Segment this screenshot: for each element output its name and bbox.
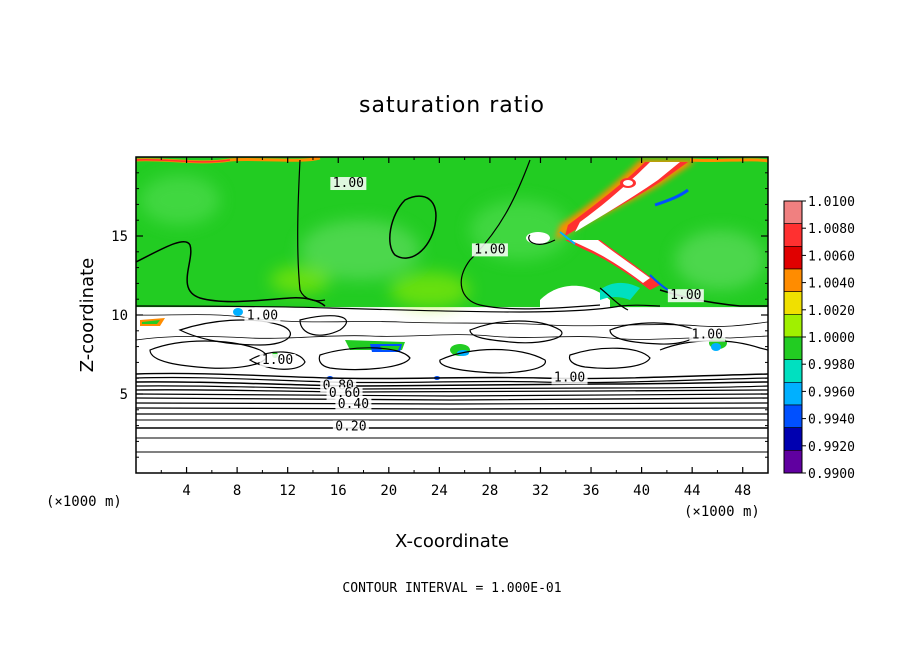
colorbar-band xyxy=(783,223,803,247)
colorbar-band xyxy=(783,314,803,338)
x-tick-label: 4 xyxy=(182,483,190,499)
x-tick-label: 28 xyxy=(481,483,498,499)
contour-label: 1.00 xyxy=(554,370,585,385)
colorbar-band xyxy=(783,246,803,270)
colorbar-label: 1.0000 xyxy=(808,331,855,346)
contour-label: 1.00 xyxy=(247,309,278,324)
x-tick-label: 20 xyxy=(380,483,397,499)
colorbar-band xyxy=(783,359,803,383)
x-tick-label: 32 xyxy=(532,483,549,499)
colorbar-label: 0.9920 xyxy=(808,440,855,455)
contour-label: 1.00 xyxy=(692,328,723,343)
contour-label-bg xyxy=(244,309,281,323)
x-tick-label: 36 xyxy=(583,483,600,499)
colorbar-label: 1.0040 xyxy=(808,277,855,292)
contour-label-bg xyxy=(471,243,508,257)
colorbar-label: 1.0060 xyxy=(808,249,855,264)
colorbar-band xyxy=(783,200,803,224)
contour-label-bg xyxy=(667,289,704,303)
x-unit-label: (×1000 m) xyxy=(684,504,760,520)
colorbar-band xyxy=(783,404,803,428)
colorbar: 1.0100 1.0080 1.0060 1.0040 1.0020 1.0000 0.99… xyxy=(783,195,855,482)
colorbar-label: 0.9900 xyxy=(808,467,855,482)
x-tick-label: 40 xyxy=(633,483,650,499)
y-tick-label: 15 xyxy=(111,229,128,245)
contour-label-bg xyxy=(335,398,372,412)
colorbar-band xyxy=(783,291,803,315)
contour-label: 0.40 xyxy=(338,397,369,412)
y-tick-label: 10 xyxy=(111,308,128,324)
contour-label: 0.60 xyxy=(329,386,360,401)
plot-area: 1.001.001.001.001.001.001.000.800.600.40… xyxy=(136,157,768,473)
contour-labels: 1.001.001.001.001.001.001.000.800.600.40… xyxy=(244,176,726,434)
contour-label-bg xyxy=(326,387,363,401)
supersaturated-streak xyxy=(555,160,695,300)
x-tick-label: 44 xyxy=(684,483,701,499)
contour-label-bg xyxy=(332,420,369,434)
dry-notch-right xyxy=(540,285,610,310)
contour-label-bg xyxy=(259,353,296,367)
x-tick-label: 16 xyxy=(330,483,347,499)
colorbar-band xyxy=(783,268,803,292)
z-unit-label: (×1000 m) xyxy=(46,494,122,510)
contour-lines xyxy=(136,159,768,453)
dry-patch xyxy=(526,232,550,244)
colorbar-band xyxy=(783,450,803,474)
colorbar-band xyxy=(783,336,803,360)
x-tick-label: 48 xyxy=(734,483,751,499)
x-tick-label: 8 xyxy=(233,483,241,499)
colorbar-label: 1.0080 xyxy=(808,222,855,237)
colorbar-label: 0.9980 xyxy=(808,358,855,373)
contour-label: 1.00 xyxy=(333,176,364,191)
chart-title: saturation ratio xyxy=(359,93,545,118)
x-tick-label: 24 xyxy=(431,483,448,499)
y-axis-label: Z-coordinate xyxy=(77,258,98,373)
contour-label: 0.20 xyxy=(335,419,366,434)
contour-label: 1.00 xyxy=(474,242,505,257)
colorbar-label: 1.0100 xyxy=(808,195,855,210)
contour-interval-note: CONTOUR INTERVAL = 1.000E-01 xyxy=(342,581,561,596)
x-axis-ticks: 4 8 12 16 20 24 28 32 36 40 44 48 xyxy=(160,157,751,499)
contour-label: 1.00 xyxy=(262,353,293,368)
contour-label-bg xyxy=(330,177,367,191)
contour-label: 1.00 xyxy=(670,288,701,303)
y-tick-label: 5 xyxy=(120,387,128,403)
contour-label-bg xyxy=(689,328,726,342)
x-tick-label: 12 xyxy=(279,483,296,499)
contour-label-bg xyxy=(551,371,588,385)
colorbar-band xyxy=(783,382,803,406)
colorbar-label: 0.9960 xyxy=(808,385,855,400)
colorbar-band xyxy=(783,427,803,451)
y-axis-ticks: 5 10 15 xyxy=(111,172,768,458)
colorbar-label: 1.0020 xyxy=(808,304,855,319)
colorbar-label: 0.9940 xyxy=(808,413,855,428)
x-axis-label: X-coordinate xyxy=(395,531,509,552)
